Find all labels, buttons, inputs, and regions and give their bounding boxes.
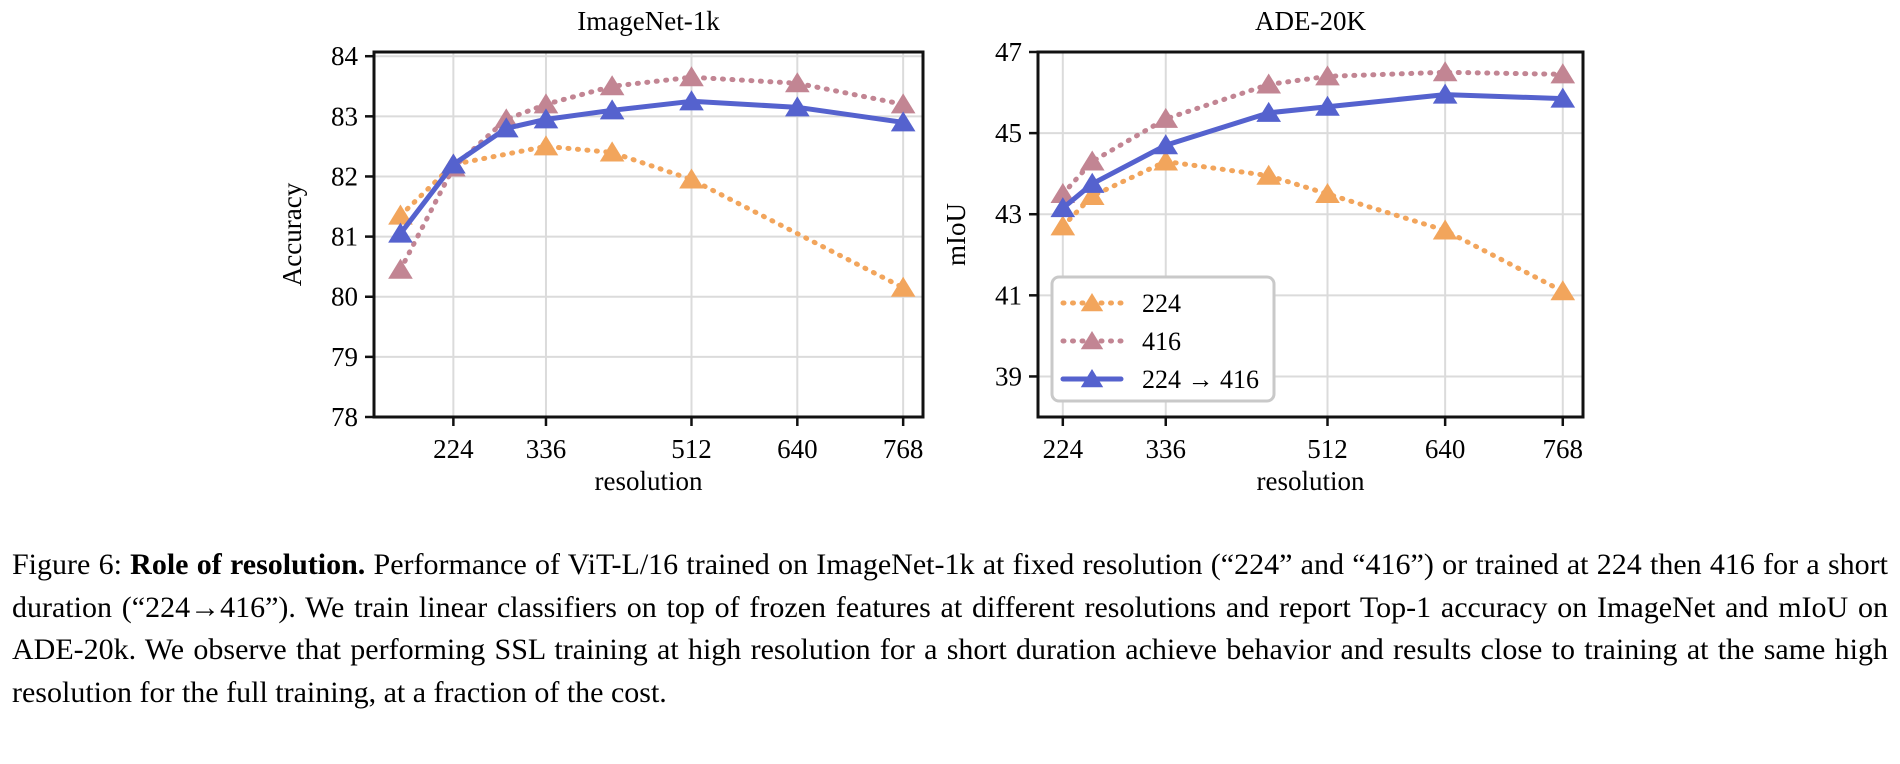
series-line-224 xyxy=(397,143,906,291)
chart-title: ImageNet-1k xyxy=(577,6,720,36)
series-marker-416 xyxy=(388,258,413,279)
x-tick-label: 768 xyxy=(883,434,924,464)
caption-body-text: Performance of ViT-L/16 trained on Image… xyxy=(12,548,1888,709)
y-tick-label: 47 xyxy=(995,37,1022,67)
series-marker-416 xyxy=(1256,73,1282,94)
series-marker-416 xyxy=(785,72,810,93)
x-tick-label: 512 xyxy=(1307,434,1348,464)
series-marker-224 xyxy=(533,135,559,156)
series-line-224 xyxy=(1060,159,1566,294)
series-marker-224 xyxy=(679,168,704,189)
series-marker-224 xyxy=(1432,219,1458,240)
series-marker-224 → 416 xyxy=(785,96,810,117)
series-marker-224 xyxy=(388,204,413,225)
x-tick-label: 640 xyxy=(1425,434,1466,464)
series-marker-224 xyxy=(1256,164,1282,185)
y-axis-label: mIoU xyxy=(941,203,971,266)
x-axis-label: resolution xyxy=(1257,466,1365,496)
series-marker-224 → 416 xyxy=(533,108,559,129)
x-axis-label: resolution xyxy=(595,466,703,496)
y-tick-label: 80 xyxy=(331,282,358,312)
plot-border xyxy=(1036,50,1585,419)
series-marker-224 → 416 xyxy=(388,222,413,243)
series-marker-224 → 416 xyxy=(1256,101,1282,122)
series-marker-224 xyxy=(890,276,916,297)
x-tick-label: 768 xyxy=(1543,434,1584,464)
series-marker-224 → 416 xyxy=(599,99,625,120)
series-marker-416 xyxy=(1432,61,1458,82)
y-tick-label: 78 xyxy=(331,402,358,432)
series-marker-416 xyxy=(599,75,625,96)
series-marker-224 → 416 xyxy=(441,153,466,174)
caption-figure-number: Figure 6: xyxy=(12,548,131,581)
series-line-416 xyxy=(397,74,906,273)
series-marker-224 → 416 xyxy=(493,117,519,138)
y-tick-label: 84 xyxy=(331,41,359,71)
series-line-224 → 416 xyxy=(397,98,906,237)
caption-bold-title: Role of resolution. xyxy=(130,548,366,581)
x-tick-label: 224 xyxy=(1043,434,1084,464)
y-tick-label: 83 xyxy=(331,101,358,131)
legend: 224 416 224 → 416 xyxy=(1050,275,1276,403)
series-marker-416 xyxy=(1079,150,1105,171)
series-marker-224 → 416 xyxy=(1550,87,1576,108)
series-marker-416 xyxy=(1315,65,1340,86)
chart-title: ADE-20K xyxy=(1255,6,1366,36)
series-marker-224 → 416 xyxy=(1050,197,1076,218)
chart-imagenet-1k: 224 336 512 640 768 78 79 80 81 82 83 84 ImageNet-1k… xyxy=(277,6,925,496)
x-tick-label: 336 xyxy=(1145,434,1186,464)
y-tick-label: 82 xyxy=(331,161,358,191)
series-marker-224 → 416 xyxy=(1153,134,1179,155)
figure-caption: Figure 6: Role of resolution. Performanc… xyxy=(12,544,1888,714)
legend-marker-224 → 416 xyxy=(1080,369,1104,388)
series-marker-224 → 416 xyxy=(1079,172,1105,193)
legend-label-416: 416 xyxy=(1142,327,1181,356)
series-marker-224 xyxy=(599,141,625,162)
legend-box xyxy=(1050,275,1276,403)
series-marker-224 xyxy=(1079,184,1105,205)
legend-label-224: 224 xyxy=(1142,289,1181,318)
series-marker-224 xyxy=(1050,215,1076,236)
series-marker-416 xyxy=(1153,107,1179,128)
resolution-figure-charts: 224 336 512 640 768 78 79 80 81 82 83 84 ImageNet-1k… xyxy=(277,6,1585,496)
series-marker-224 → 416 xyxy=(1315,95,1340,116)
x-tick-label: 640 xyxy=(777,434,818,464)
series-marker-416 xyxy=(890,93,916,114)
series-marker-224 → 416 xyxy=(890,111,916,132)
y-tick-label: 79 xyxy=(331,342,358,372)
series-marker-224 xyxy=(1315,182,1340,203)
y-tick-label: 43 xyxy=(995,199,1022,229)
series-marker-416 xyxy=(1550,63,1576,84)
legend-label-224 → 416: 224 → 416 xyxy=(1142,365,1259,394)
x-tick-label: 512 xyxy=(671,434,712,464)
series-marker-224 → 416 xyxy=(1432,83,1458,104)
y-axis-label: Accuracy xyxy=(277,182,307,286)
legend-marker-224 xyxy=(1080,293,1104,312)
series-marker-416 xyxy=(533,93,559,114)
series-marker-416 xyxy=(1050,182,1076,203)
y-tick-label: 45 xyxy=(995,118,1022,148)
series-marker-224 xyxy=(1153,150,1179,171)
plot-border xyxy=(372,50,925,419)
chart-ade-20k: 224 336 512 640 768 39 41 43 45 47 ADE-20K resoluti… xyxy=(941,6,1585,496)
series-marker-224 → 416 xyxy=(679,90,704,111)
y-tick-label: 81 xyxy=(331,222,358,252)
x-tick-label: 224 xyxy=(433,434,474,464)
x-tick-label: 336 xyxy=(526,434,567,464)
series-marker-416 xyxy=(679,66,704,87)
series-marker-224 xyxy=(1550,280,1576,301)
y-tick-label: 39 xyxy=(995,361,1022,391)
legend-marker-416 xyxy=(1080,331,1104,350)
y-tick-label: 41 xyxy=(995,280,1022,310)
